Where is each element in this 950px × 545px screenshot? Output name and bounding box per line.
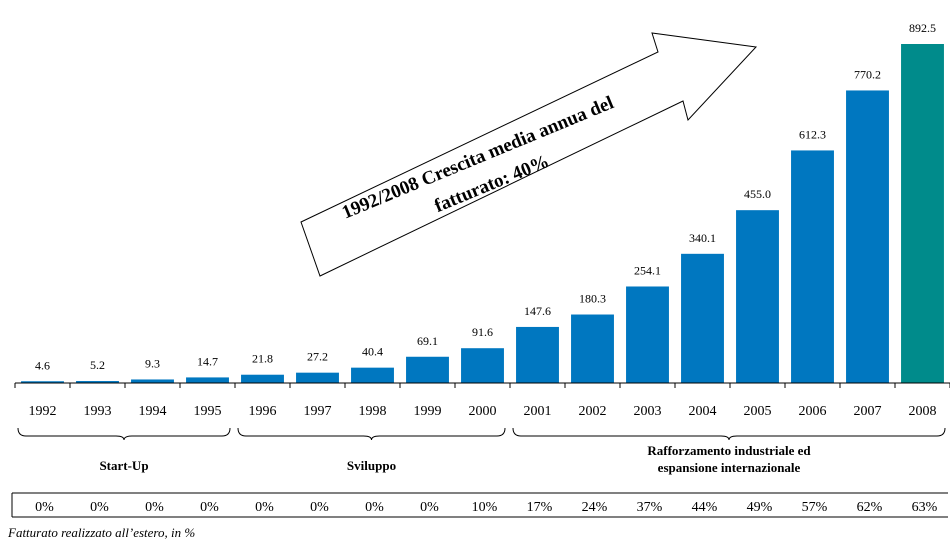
value-label-1998: 40.4 [362, 345, 383, 359]
year-label-2005: 2005 [744, 404, 772, 419]
bar-2000 [461, 348, 504, 383]
year-label-2003: 2003 [634, 404, 662, 419]
foreign-share-2007: 62% [857, 500, 883, 515]
phase-label: espansione internazionale [658, 460, 801, 475]
phase-brace [237, 427, 506, 441]
growth-arrow [300, 32, 758, 277]
bar-2004 [681, 253, 724, 383]
foreign-share-1995: 0% [200, 500, 219, 515]
year-label-1992: 1992 [29, 404, 57, 419]
year-label-2000: 2000 [469, 404, 497, 419]
year-label-1995: 1995 [194, 404, 222, 419]
bar-2002 [571, 314, 614, 383]
bar-2007 [846, 90, 889, 384]
value-label-1993: 5.2 [90, 358, 105, 372]
bar-2006 [791, 150, 834, 383]
value-label-2004: 340.1 [689, 231, 716, 245]
phase-label: Rafforzamento industriale ed [647, 443, 811, 458]
foreign-share-footnote: Fatturato realizzato all’estero, in % [8, 525, 196, 540]
bar-2001 [516, 326, 559, 383]
bar-1992 [21, 381, 64, 383]
year-label-2001: 2001 [524, 404, 552, 419]
year-label-1994: 1994 [139, 404, 167, 419]
foreign-share-2001: 17% [527, 500, 553, 515]
foreign-share-2003: 37% [637, 500, 663, 515]
value-label-2000: 91.6 [472, 325, 493, 339]
foreign-share-1996: 0% [255, 500, 274, 515]
phase-label: Sviluppo [347, 458, 396, 473]
value-label-2001: 147.6 [524, 304, 551, 318]
bar-1998 [351, 367, 394, 383]
foreign-share-1997: 0% [310, 500, 329, 515]
bar-1993 [76, 381, 119, 383]
year-label-1999: 1999 [414, 404, 442, 419]
year-label-2006: 2006 [799, 404, 827, 419]
foreign-share-1993: 0% [90, 500, 109, 515]
year-label-2004: 2004 [689, 404, 717, 419]
phase-label: Start-Up [99, 458, 148, 473]
value-label-2008: 892.5 [909, 21, 936, 35]
foreign-share-1999: 0% [420, 500, 439, 515]
bar-1999 [406, 356, 449, 383]
value-label-1992: 4.6 [35, 358, 50, 372]
bar-2003 [626, 286, 669, 383]
phase-brace [512, 427, 946, 441]
value-label-1997: 27.2 [307, 350, 328, 364]
value-label-1999: 69.1 [417, 334, 438, 348]
year-label-1998: 1998 [359, 404, 387, 419]
year-label-2002: 2002 [579, 404, 607, 419]
foreign-share-2006: 57% [802, 500, 828, 515]
bar-1997 [296, 372, 339, 383]
value-label-1995: 14.7 [197, 354, 218, 368]
year-label-2008: 2008 [909, 404, 937, 419]
foreign-share-2000: 10% [472, 500, 498, 515]
bar-1994 [131, 379, 174, 383]
phase-brace [17, 427, 231, 441]
foreign-share-2002: 24% [582, 500, 608, 515]
foreign-share-2005: 49% [747, 500, 773, 515]
foreign-share-2008: 63% [912, 500, 938, 515]
value-label-2002: 180.3 [579, 292, 606, 306]
foreign-share-1992: 0% [35, 500, 54, 515]
value-label-1994: 9.3 [145, 356, 160, 370]
value-label-2007: 770.2 [854, 67, 881, 81]
growth-arrow-text: 1992/2008 Crescita media annua del [339, 92, 617, 223]
year-label-2007: 2007 [854, 404, 882, 419]
bar-2005 [736, 210, 779, 383]
foreign-share-1998: 0% [365, 500, 384, 515]
value-label-2005: 455.0 [744, 187, 771, 201]
value-label-1996: 21.8 [252, 352, 273, 366]
bar-1995 [186, 377, 229, 383]
year-label-1997: 1997 [304, 404, 332, 419]
value-label-2006: 612.3 [799, 127, 826, 141]
value-label-2003: 254.1 [634, 263, 661, 277]
bar-1996 [241, 374, 284, 383]
bar-2008 [901, 44, 944, 383]
year-label-1993: 1993 [84, 404, 112, 419]
year-label-1996: 1996 [249, 404, 277, 419]
foreign-share-1994: 0% [145, 500, 164, 515]
foreign-share-2004: 44% [692, 500, 718, 515]
